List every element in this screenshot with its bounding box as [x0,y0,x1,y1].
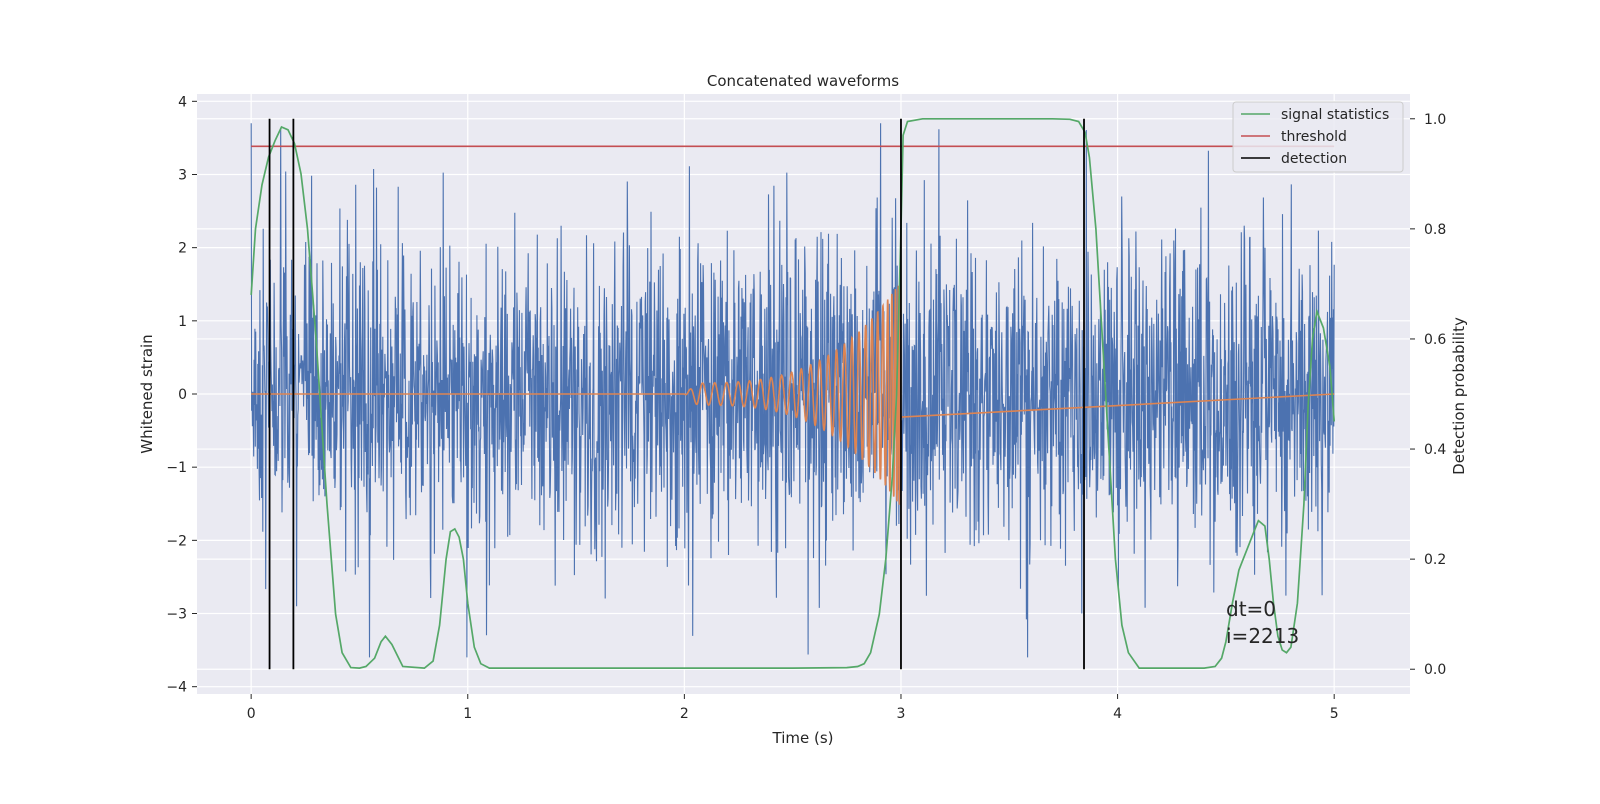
x-tick-label: 5 [1330,706,1339,722]
series-signal-statistics-line [250,117,1336,669]
x-tick-label: 4 [1113,706,1122,722]
annotation-index: i=2213 [1226,624,1299,648]
y-tick-label: −1 [166,460,187,476]
series-chirp-template-line [251,285,1335,505]
chart-title: Concatenated waveforms [707,72,899,90]
y-tick-label: 4 [178,94,187,110]
x-tick-label: 1 [463,706,472,722]
y2-tick-label: 0.0 [1424,662,1446,678]
y2-tick-label: 1.0 [1424,112,1446,128]
y-tick-label: −4 [166,680,187,696]
legend-label-detection: detection [1281,151,1347,167]
y-tick-label: 3 [178,167,187,183]
legend: signal statistics threshold detection [1232,101,1404,173]
legend-box [1232,101,1404,173]
x-tick-label: 3 [897,706,906,722]
y2-tick-label: 0.4 [1424,442,1446,458]
x-axis-label: Time (s) [772,729,834,747]
y-tick-label: −2 [166,533,187,549]
y2-tick-label: 0.8 [1424,222,1446,238]
x-tick-label: 0 [247,706,256,722]
y2-tick-label: 0.2 [1424,552,1446,568]
annotation-dt: dt=0 [1226,597,1276,621]
y-tick-label: 2 [178,241,187,257]
axis-ticks: 0 1 2 3 4 5 −4 −3 −2 −1 0 1 2 3 4 0.0 0.2 0.4 0.6 0.8 1.0 [166,94,1446,722]
legend-label-threshold: threshold [1281,129,1347,145]
series-whitened-strain-line [250,123,1335,658]
y-tick-label: −3 [166,607,187,623]
y-tick-label: 1 [178,314,187,330]
y2-axis-label: Detection probability [1450,317,1468,475]
y-tick-label: 0 [178,387,187,403]
y2-tick-label: 0.6 [1424,332,1446,348]
data-layer [250,117,1336,670]
legend-label-signal-statistics: signal statistics [1281,107,1389,123]
x-tick-label: 2 [680,706,689,722]
y-axis-label: Whitened strain [138,334,156,453]
annotation: dt=0 i=2213 [1226,597,1299,648]
